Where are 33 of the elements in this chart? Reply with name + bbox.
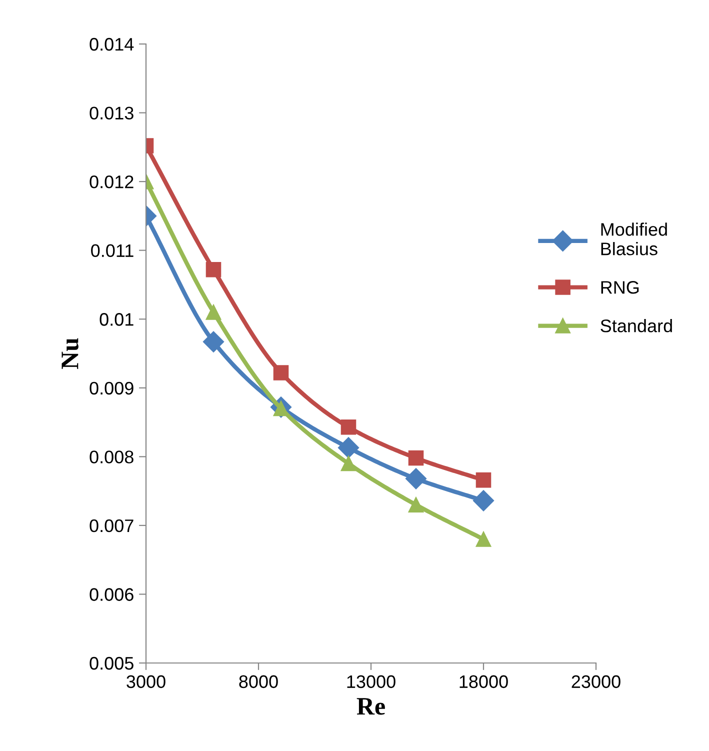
y-tick-label: 0.006 <box>90 588 134 601</box>
x-tick-label: 3000 <box>126 675 166 688</box>
y-tick-label: 0.011 <box>91 244 134 258</box>
x-tick-label: 8000 <box>239 675 278 688</box>
y-tick-label: 0.009 <box>90 382 134 395</box>
x-tick-label: 18000 <box>460 675 508 688</box>
y-axis-title: Nu <box>62 338 78 369</box>
point <box>408 497 424 512</box>
point <box>408 450 424 466</box>
y-tick-label: 0.014 <box>90 38 134 51</box>
y-tick-label: 0.01 <box>100 313 134 326</box>
legend-label: Modified Blasius <box>601 222 667 256</box>
point <box>405 468 427 490</box>
point <box>476 532 492 547</box>
point <box>338 437 360 458</box>
legend-label: RNG <box>601 281 639 294</box>
point <box>273 365 289 380</box>
point <box>476 472 492 488</box>
point <box>202 331 224 352</box>
y-tick-label: 0.012 <box>90 175 134 188</box>
point <box>340 419 356 435</box>
x-tick-label: 13000 <box>347 675 396 688</box>
y-tick-label: 0.007 <box>90 519 134 532</box>
y-tick-label: 0.005 <box>90 656 134 670</box>
point <box>206 304 222 320</box>
x-tick-label: 23000 <box>572 675 620 688</box>
legend-label: Standard <box>600 319 672 332</box>
point <box>206 262 222 278</box>
point <box>472 490 494 512</box>
x-axis-title: Re <box>356 698 385 715</box>
y-tick-label: 0.013 <box>90 106 134 120</box>
y-tick-label: 0.008 <box>90 450 134 464</box>
point <box>340 456 356 472</box>
